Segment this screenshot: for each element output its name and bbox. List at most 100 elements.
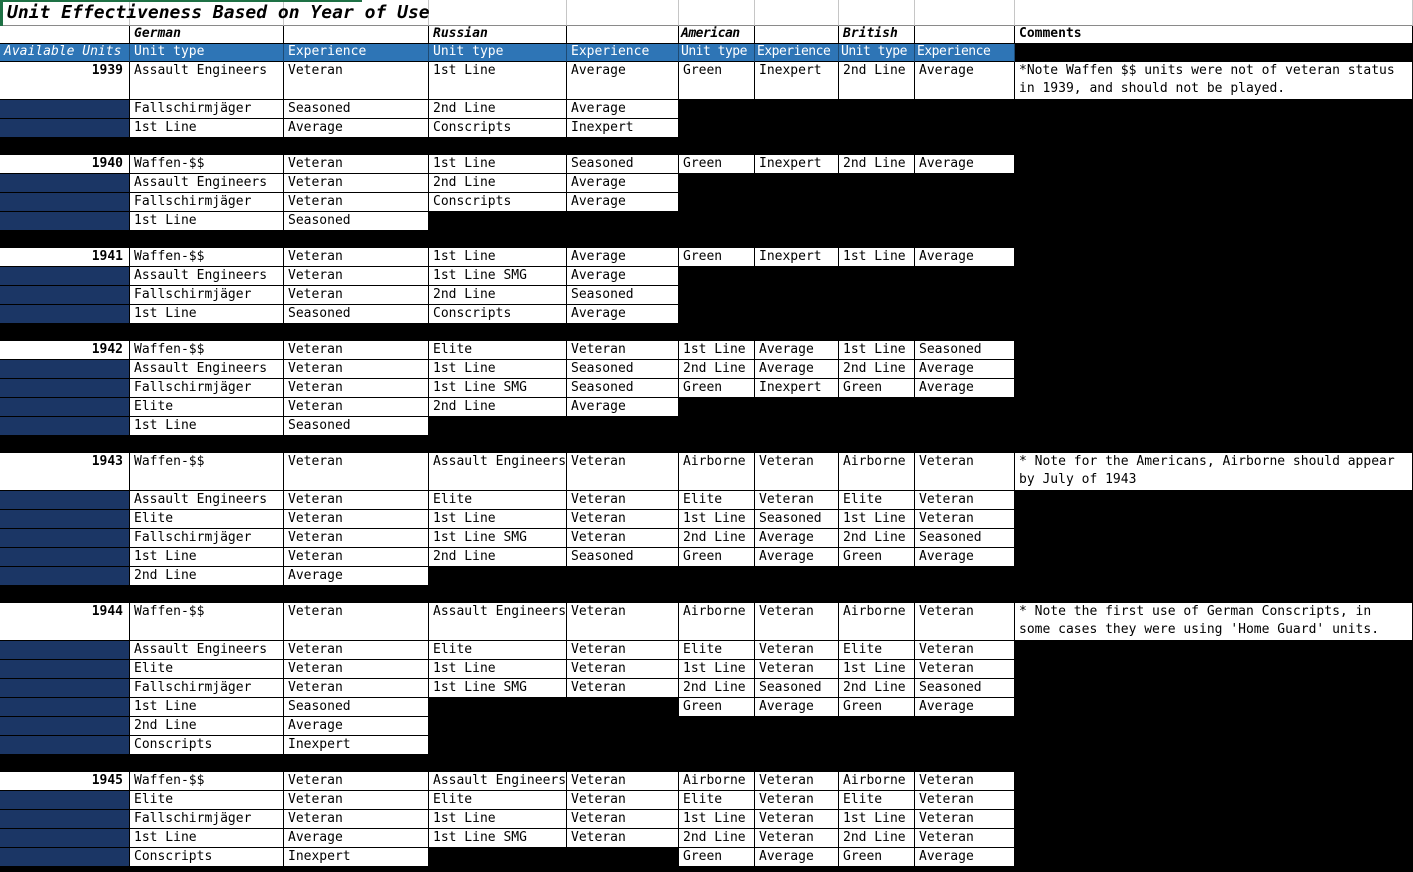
- header-cell-empty[interactable]: [755, 26, 839, 44]
- data-cell[interactable]: 1st Line: [679, 660, 755, 679]
- data-cell[interactable]: Veteran: [284, 453, 429, 491]
- data-cell[interactable]: Inexpert: [755, 379, 839, 398]
- data-cell[interactable]: Veteran: [284, 62, 429, 100]
- title-row-cell[interactable]: [915, 0, 1015, 26]
- title-row-cell[interactable]: [0, 0, 130, 26]
- data-cell[interactable]: Veteran: [567, 641, 679, 660]
- year-continuation-cell[interactable]: [0, 679, 130, 698]
- data-cell[interactable]: Green: [839, 848, 915, 867]
- data-cell[interactable]: 1st Line: [839, 660, 915, 679]
- data-cell[interactable]: Conscripts: [130, 848, 284, 867]
- data-cell[interactable]: 1st Line: [429, 660, 567, 679]
- data-cell[interactable]: Airborne: [679, 603, 755, 641]
- comment-cell[interactable]: * Note for the Americans, Airborne shoul…: [1015, 453, 1413, 491]
- data-cell[interactable]: Average: [284, 829, 429, 848]
- year-continuation-cell[interactable]: [0, 829, 130, 848]
- title-row-cell[interactable]: [567, 0, 679, 26]
- data-cell[interactable]: Green: [679, 155, 755, 174]
- data-cell[interactable]: Green: [679, 698, 755, 717]
- data-cell[interactable]: 2nd Line: [839, 679, 915, 698]
- year-cell[interactable]: 1939: [0, 62, 130, 100]
- year-continuation-cell[interactable]: [0, 660, 130, 679]
- data-cell[interactable]: Seasoned: [284, 698, 429, 717]
- data-cell[interactable]: Airborne: [839, 603, 915, 641]
- data-cell[interactable]: Green: [679, 62, 755, 100]
- data-cell[interactable]: Veteran: [284, 398, 429, 417]
- title-row-cell[interactable]: [429, 0, 567, 26]
- data-cell[interactable]: Veteran: [567, 772, 679, 791]
- title-row-cell[interactable]: [839, 0, 915, 26]
- data-cell[interactable]: Elite: [130, 510, 284, 529]
- header-cell-american[interactable]: American: [679, 26, 755, 44]
- year-continuation-cell[interactable]: [0, 529, 130, 548]
- year-continuation-cell[interactable]: [0, 848, 130, 867]
- data-cell[interactable]: Elite: [429, 641, 567, 660]
- data-cell[interactable]: Veteran: [567, 453, 679, 491]
- data-cell[interactable]: Assault Engineers: [130, 62, 284, 100]
- title-row-cell[interactable]: [679, 0, 755, 26]
- data-cell[interactable]: Veteran: [567, 810, 679, 829]
- year-continuation-cell[interactable]: [0, 736, 130, 755]
- data-cell[interactable]: Elite: [679, 791, 755, 810]
- data-cell[interactable]: Assault Engineers: [130, 267, 284, 286]
- data-cell[interactable]: 1st Line: [130, 829, 284, 848]
- data-cell[interactable]: Conscripts: [429, 119, 567, 138]
- data-cell[interactable]: Fallschirmjäger: [130, 286, 284, 305]
- data-cell[interactable]: Seasoned: [567, 360, 679, 379]
- data-cell[interactable]: 2nd Line: [429, 286, 567, 305]
- data-cell[interactable]: Veteran: [284, 679, 429, 698]
- data-cell[interactable]: Assault Engineers: [130, 641, 284, 660]
- data-cell[interactable]: Airborne: [679, 453, 755, 491]
- data-cell[interactable]: Veteran: [567, 679, 679, 698]
- data-cell[interactable]: Elite: [130, 398, 284, 417]
- data-cell[interactable]: Seasoned: [567, 155, 679, 174]
- title-row-cell[interactable]: [130, 0, 284, 26]
- data-cell[interactable]: Green: [679, 379, 755, 398]
- title-row-cell[interactable]: [284, 0, 429, 26]
- data-cell[interactable]: 1st Line: [130, 548, 284, 567]
- year-continuation-cell[interactable]: [0, 360, 130, 379]
- title-row-cell[interactable]: [1015, 0, 1413, 26]
- data-cell[interactable]: Waffen-$$: [130, 603, 284, 641]
- data-cell[interactable]: Veteran: [755, 641, 839, 660]
- data-cell[interactable]: 2nd Line: [839, 829, 915, 848]
- year-cell[interactable]: 1941: [0, 248, 130, 267]
- data-cell[interactable]: Fallschirmjäger: [130, 379, 284, 398]
- data-cell[interactable]: 1st Line: [429, 248, 567, 267]
- data-cell[interactable]: Veteran: [284, 641, 429, 660]
- data-cell[interactable]: Green: [839, 379, 915, 398]
- data-cell[interactable]: 1st Line: [679, 810, 755, 829]
- data-cell[interactable]: Seasoned: [567, 548, 679, 567]
- data-cell[interactable]: Airborne: [839, 772, 915, 791]
- data-cell[interactable]: Elite: [679, 641, 755, 660]
- data-cell[interactable]: 2nd Line: [429, 398, 567, 417]
- year-continuation-cell[interactable]: [0, 698, 130, 717]
- data-cell[interactable]: 2nd Line: [130, 717, 284, 736]
- header-cell-russian[interactable]: Russian: [429, 26, 567, 44]
- data-cell[interactable]: Average: [915, 848, 1015, 867]
- year-continuation-cell[interactable]: [0, 193, 130, 212]
- data-cell[interactable]: Veteran: [915, 603, 1015, 641]
- header-experience-german[interactable]: Experience: [284, 44, 429, 62]
- data-cell[interactable]: 1st Line: [429, 810, 567, 829]
- data-cell[interactable]: Assault Engineers: [130, 491, 284, 510]
- data-cell[interactable]: Inexpert: [755, 62, 839, 100]
- data-cell[interactable]: 1st Line: [429, 360, 567, 379]
- header-unit-type-russian[interactable]: Unit type: [429, 44, 567, 62]
- data-cell[interactable]: Veteran: [284, 155, 429, 174]
- data-cell[interactable]: Average: [755, 529, 839, 548]
- year-continuation-cell[interactable]: [0, 398, 130, 417]
- data-cell[interactable]: Average: [567, 174, 679, 193]
- header-unit-type-american[interactable]: Unit type: [679, 44, 755, 62]
- year-continuation-cell[interactable]: [0, 119, 130, 138]
- data-cell[interactable]: Veteran: [567, 603, 679, 641]
- data-cell[interactable]: Assault Engineers: [429, 603, 567, 641]
- data-cell[interactable]: Veteran: [284, 791, 429, 810]
- year-continuation-cell[interactable]: [0, 567, 130, 586]
- data-cell[interactable]: Average: [755, 848, 839, 867]
- data-cell[interactable]: Inexpert: [284, 848, 429, 867]
- data-cell[interactable]: Elite: [130, 791, 284, 810]
- data-cell[interactable]: 2nd Line: [839, 155, 915, 174]
- data-cell[interactable]: Average: [755, 548, 839, 567]
- data-cell[interactable]: Veteran: [755, 453, 839, 491]
